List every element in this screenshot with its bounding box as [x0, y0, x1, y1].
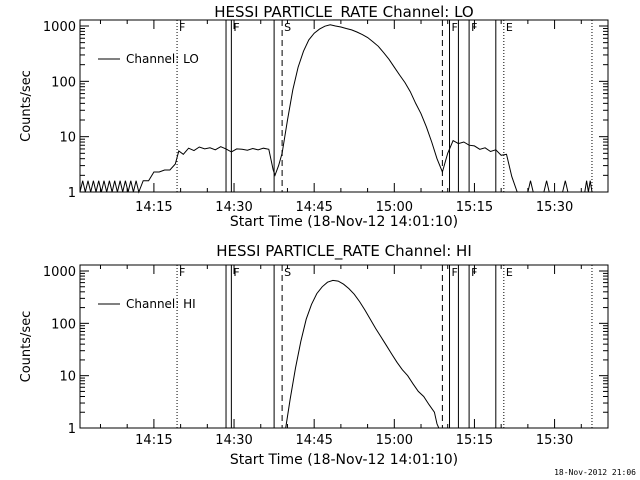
y-tick-label: 100 [51, 75, 76, 90]
y-tick-label: 10 [59, 370, 76, 385]
event-marker-label: F [471, 21, 477, 34]
x-tick-label: 15:30 [536, 433, 573, 448]
x-tick-label: 14:45 [295, 200, 332, 215]
y-tick-label: 1000 [43, 20, 76, 35]
x-tick-label: 15:00 [376, 433, 413, 448]
event-marker-label: S [284, 21, 291, 34]
series-line [285, 279, 440, 429]
x-tick-label: 14:15 [135, 200, 172, 215]
event-marker-label: E [506, 266, 513, 279]
x-tick-label: 15:30 [536, 200, 573, 215]
event-marker-label: S [284, 266, 291, 279]
event-marker-label: F [233, 21, 239, 34]
panel-hi: HESSI PARTICLE_RATE Channel: HI 1 10 100 100… [19, 242, 609, 468]
y-tick-label: 1 [68, 422, 76, 437]
chart-title: HESSI PARTICLE_RATE Channel: LO [214, 3, 473, 22]
chart-title: HESSI PARTICLE_RATE Channel: HI [216, 242, 472, 261]
y-tick-label: 100 [51, 317, 76, 332]
event-marker-label: F [471, 266, 477, 279]
panel-lo: HESSI PARTICLE_RATE Channel: LO 1 10 100 100… [19, 3, 609, 230]
y-axis-label: Counts/sec [19, 311, 34, 383]
x-tick-label: 15:15 [456, 433, 493, 448]
event-marker-label: F [452, 266, 458, 279]
x-tick-label: 14:15 [135, 433, 172, 448]
footer-timestamp: 18-Nov-2012 21:06 [554, 468, 636, 477]
event-marker-label: E [506, 21, 513, 34]
y-tick-label: 1 [68, 186, 76, 201]
legend-entry: Channel: LO [126, 52, 199, 66]
event-marker-label: F [179, 21, 185, 34]
x-axis-label: Start Time (18-Nov-12 14:01:10) [230, 452, 458, 468]
x-tick-label: 14:30 [215, 433, 252, 448]
series-line [79, 24, 593, 194]
plot-frame [79, 264, 609, 429]
legend-entry: Channel: HI [126, 297, 196, 311]
x-tick-label: 15:00 [376, 200, 413, 215]
y-tick-label: 1000 [43, 265, 76, 280]
x-tick-label: 15:15 [456, 200, 493, 215]
x-tick-label: 14:45 [295, 433, 332, 448]
event-marker-label: F [233, 266, 239, 279]
plot-frame [79, 19, 609, 193]
event-marker-label: F [452, 21, 458, 34]
y-axis-label: Counts/sec [19, 70, 34, 142]
event-marker-label: F [179, 266, 185, 279]
x-axis-label: Start Time (18-Nov-12 14:01:10) [230, 214, 458, 230]
x-tick-label: 14:30 [215, 200, 252, 215]
y-tick-label: 10 [59, 131, 76, 146]
